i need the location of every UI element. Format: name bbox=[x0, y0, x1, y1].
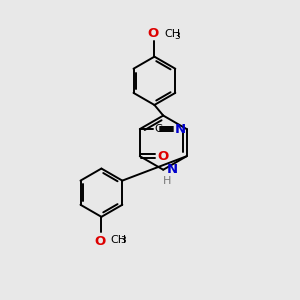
Text: O: O bbox=[158, 150, 169, 163]
Text: N: N bbox=[167, 163, 178, 176]
Text: CH: CH bbox=[111, 235, 127, 244]
Text: O: O bbox=[147, 27, 159, 40]
Text: H: H bbox=[163, 176, 171, 186]
Text: O: O bbox=[94, 235, 106, 248]
Text: N: N bbox=[175, 123, 186, 136]
Text: 3: 3 bbox=[174, 32, 180, 41]
Text: 3: 3 bbox=[121, 236, 126, 245]
Text: C: C bbox=[155, 124, 163, 134]
Text: CH: CH bbox=[165, 29, 181, 39]
